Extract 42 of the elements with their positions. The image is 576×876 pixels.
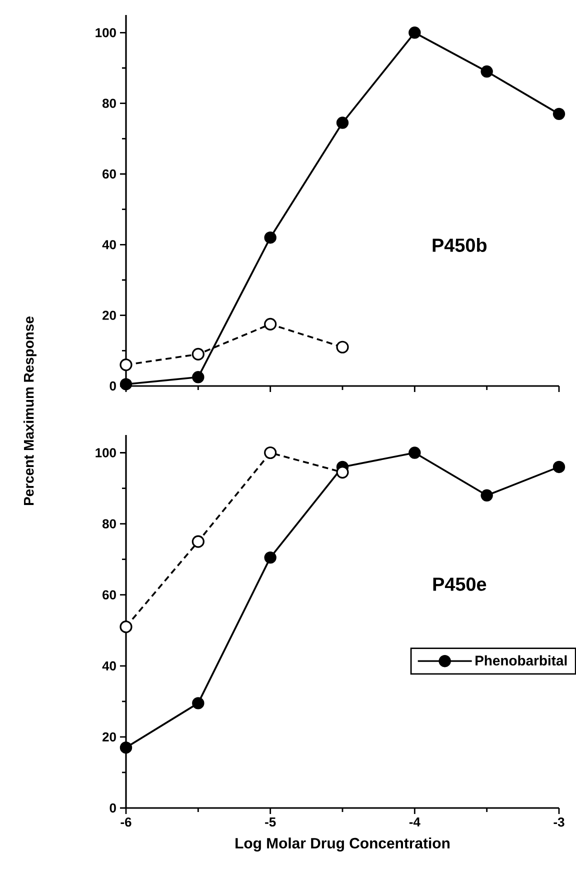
point (408, 446, 421, 459)
y-tick-label: 100 (96, 28, 116, 38)
y-axis-title: Percent Maximum Response (23, 316, 36, 506)
y-tick-label: 20 (102, 732, 116, 742)
legend-label: Phenobarbital (475, 655, 566, 666)
point (264, 318, 276, 330)
point (480, 489, 493, 502)
y-tick-label: 80 (102, 519, 116, 528)
y-tick-label: 0 (110, 381, 116, 391)
point (192, 348, 204, 360)
point (120, 742, 132, 754)
x-tick-label: -4 (409, 818, 420, 826)
point (264, 231, 276, 244)
point (336, 340, 349, 354)
y-tick-label: 100 (96, 448, 116, 458)
point (192, 371, 204, 384)
point (408, 26, 421, 39)
x-tick-label: -3 (554, 818, 564, 827)
point (336, 116, 348, 129)
point (480, 65, 493, 78)
point (120, 620, 132, 634)
annotation: P450b (432, 238, 486, 252)
y-tick-label: 20 (102, 310, 116, 320)
y-tick-label: 40 (102, 240, 116, 250)
point (552, 108, 565, 120)
x-axis-title: Log Molar Drug Concentration (235, 838, 450, 852)
point (264, 551, 276, 564)
y-tick-label: 40 (102, 661, 116, 670)
x-tick-label: -6 (120, 818, 132, 827)
y-tick-label: 0 (110, 803, 116, 813)
y-tick-label: 60 (102, 169, 116, 179)
x-tick-label: -5 (264, 818, 276, 827)
y-tick-label: 80 (102, 98, 116, 108)
point (192, 697, 204, 710)
point (264, 446, 276, 460)
annotation: P450e (433, 577, 486, 591)
point (120, 378, 132, 390)
y-tick-label: 60 (102, 590, 116, 600)
point (552, 460, 565, 474)
point (120, 358, 132, 372)
point (336, 466, 349, 479)
point (192, 535, 204, 548)
